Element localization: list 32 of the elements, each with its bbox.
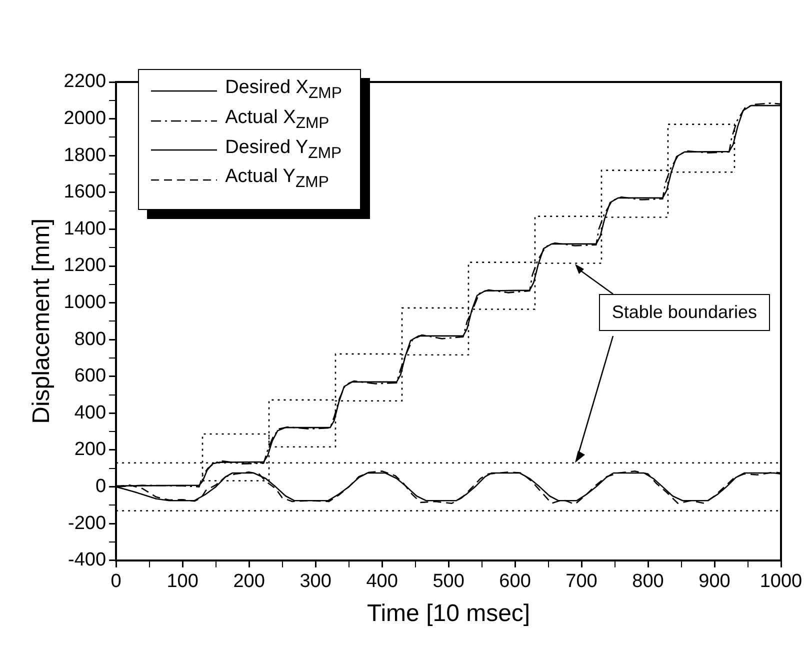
y-tick-label: 1600: [64, 182, 106, 203]
y-tick-label: -400: [68, 550, 106, 571]
x-axis-title: Time [10 msec]: [366, 600, 530, 628]
x-tick-label: 0: [110, 571, 122, 592]
y-tick-label: 1000: [64, 292, 106, 314]
x-tick-label: 800: [632, 571, 664, 592]
legend-label: Actual X$_{ZMP}$: [225, 106, 330, 134]
x-tick-label: 200: [233, 571, 265, 592]
y-tick-label: 200: [74, 439, 106, 460]
x-tick-label: 500: [432, 571, 464, 592]
y-axis-title: Displacement [mm]: [28, 218, 56, 424]
legend-label: Desired X$_{ZMP}$: [225, 76, 342, 104]
y-tick-label: 1200: [64, 255, 106, 276]
y-tick-label: 1400: [64, 218, 106, 240]
y-tick-label: 2000: [64, 108, 106, 130]
y-tick-label: 0: [95, 476, 106, 498]
annotation: Stable boundaries: [598, 294, 770, 332]
y-tick-label: 600: [74, 366, 106, 387]
y-tick-label: 2200: [64, 71, 106, 92]
x-tick-label: 400: [366, 571, 398, 592]
legend-label: Actual Y$_{ZMP}$: [225, 165, 329, 194]
y-tick-label: 400: [74, 402, 106, 424]
x-tick-label: 300: [300, 571, 332, 592]
legend-label: Desired Y$_{ZMP}$: [225, 136, 342, 164]
y-tick-label: -200: [68, 512, 106, 534]
x-tick-label: 900: [698, 571, 730, 592]
y-tick-label: 800: [74, 328, 106, 350]
x-tick-label: 600: [499, 571, 531, 592]
x-tick-label: 100: [166, 571, 198, 592]
x-tick-label: 700: [566, 571, 598, 592]
y-tick-label: 1800: [64, 144, 106, 166]
x-tick-label: 1000: [760, 571, 802, 592]
